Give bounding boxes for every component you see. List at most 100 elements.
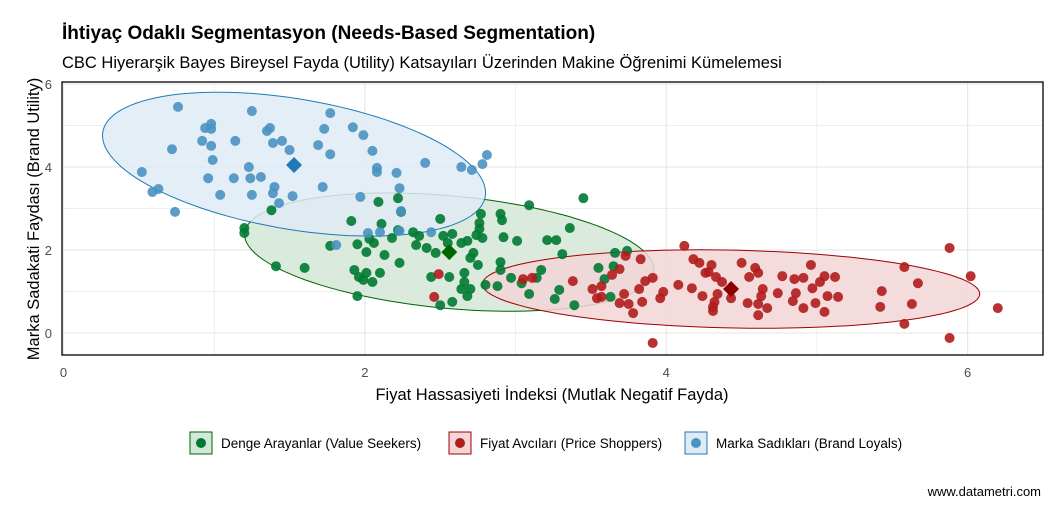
data-point bbox=[512, 235, 523, 246]
panel-border bbox=[61, 81, 1044, 356]
data-point bbox=[587, 284, 598, 295]
y-tick-label: 4 bbox=[45, 160, 52, 175]
data-point bbox=[361, 247, 372, 258]
y-tick-label: 0 bbox=[45, 326, 52, 341]
data-point bbox=[462, 235, 473, 246]
data-point bbox=[411, 240, 422, 251]
data-point bbox=[697, 291, 708, 302]
data-point bbox=[506, 272, 517, 283]
centroid-marker bbox=[286, 156, 303, 173]
data-point bbox=[456, 284, 467, 295]
data-point bbox=[287, 191, 298, 202]
data-point bbox=[717, 276, 728, 287]
data-point bbox=[906, 298, 917, 309]
data-point bbox=[495, 264, 506, 275]
data-point bbox=[492, 281, 503, 292]
data-point bbox=[822, 291, 833, 302]
data-point bbox=[744, 272, 755, 282]
data-point bbox=[433, 269, 444, 280]
data-point bbox=[876, 286, 887, 297]
x-tick-label: 6 bbox=[964, 365, 971, 380]
x-tick-label: 0 bbox=[60, 365, 67, 380]
data-point bbox=[387, 233, 398, 243]
data-point bbox=[899, 262, 910, 273]
data-point bbox=[875, 301, 886, 312]
data-point bbox=[557, 249, 568, 260]
data-point bbox=[647, 337, 658, 348]
legend-label: Marka Sadıkları (Brand Loyals) bbox=[716, 436, 902, 451]
data-point bbox=[435, 213, 446, 224]
data-point bbox=[472, 259, 483, 270]
data-point bbox=[355, 191, 366, 202]
data-point bbox=[313, 140, 324, 151]
data-point bbox=[634, 284, 645, 295]
data-point bbox=[153, 184, 164, 195]
data-point bbox=[481, 150, 492, 161]
data-point bbox=[605, 291, 616, 302]
cluster-centroids bbox=[286, 156, 740, 298]
data-point bbox=[266, 205, 277, 216]
data-point bbox=[465, 252, 476, 263]
data-point bbox=[810, 298, 821, 309]
chart-title: İhtiyaç Odaklı Segmentasyon (Needs-Based… bbox=[62, 23, 595, 44]
legend-dot bbox=[455, 438, 465, 448]
data-point bbox=[551, 235, 562, 246]
data-point bbox=[742, 298, 753, 309]
legend-label: Denge Arayanlar (Value Seekers) bbox=[221, 436, 421, 451]
data-point bbox=[549, 293, 560, 304]
data-point bbox=[367, 276, 378, 287]
data-point bbox=[136, 167, 147, 178]
data-point bbox=[367, 145, 378, 156]
legend-item: Marka Sadıkları (Brand Loyals) bbox=[684, 431, 902, 455]
data-point bbox=[628, 308, 639, 319]
data-point bbox=[789, 274, 800, 285]
data-point bbox=[992, 303, 1003, 314]
data-point bbox=[798, 272, 809, 283]
data-point bbox=[477, 159, 488, 170]
data-point bbox=[426, 227, 437, 238]
data-point bbox=[814, 276, 825, 287]
data-point bbox=[435, 300, 446, 311]
data-point bbox=[726, 293, 737, 304]
data-point bbox=[700, 267, 711, 278]
data-point bbox=[542, 235, 553, 246]
data-point bbox=[635, 254, 646, 265]
data-point bbox=[753, 310, 764, 321]
data-point bbox=[475, 208, 486, 219]
data-point bbox=[243, 162, 254, 173]
data-point bbox=[736, 257, 747, 268]
data-point bbox=[456, 162, 467, 173]
data-point bbox=[596, 281, 607, 292]
data-point bbox=[438, 230, 449, 241]
data-point bbox=[578, 193, 589, 204]
data-point bbox=[772, 288, 783, 299]
data-point bbox=[480, 279, 491, 290]
data-point bbox=[569, 300, 580, 311]
data-point bbox=[346, 215, 357, 226]
data-point bbox=[376, 218, 387, 229]
data-point bbox=[679, 240, 690, 251]
data-point bbox=[396, 206, 407, 217]
data-point bbox=[620, 250, 631, 261]
data-point bbox=[270, 261, 281, 272]
data-point bbox=[787, 296, 798, 307]
data-point bbox=[361, 267, 372, 278]
data-point bbox=[753, 298, 764, 309]
centroid-marker bbox=[723, 281, 740, 298]
data-point bbox=[245, 173, 256, 184]
data-point bbox=[228, 173, 239, 184]
legend-dot bbox=[691, 438, 701, 448]
data-point bbox=[762, 303, 773, 314]
data-point bbox=[430, 247, 441, 258]
data-point bbox=[414, 230, 425, 241]
x-tick-label: 2 bbox=[361, 365, 368, 380]
data-point bbox=[284, 145, 295, 156]
data-point bbox=[325, 149, 336, 160]
data-point bbox=[965, 271, 976, 282]
data-point bbox=[391, 167, 402, 178]
data-point bbox=[614, 264, 625, 275]
data-point bbox=[444, 272, 455, 282]
data-point bbox=[524, 289, 535, 300]
data-point bbox=[421, 242, 432, 253]
data-point bbox=[261, 125, 272, 136]
